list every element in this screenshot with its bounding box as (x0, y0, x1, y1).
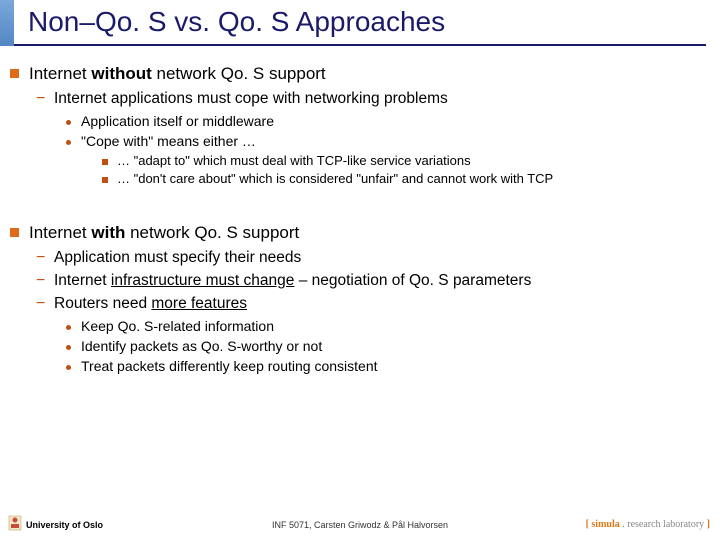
dot-bullet-icon (66, 325, 71, 330)
bullet-l4: … "adapt to" which must deal with TCP-li… (102, 153, 710, 168)
l1-text: Internet without network Qo. S support (29, 64, 326, 84)
l2-text: Internet infrastructure must change – ne… (54, 272, 531, 290)
l2-text: Internet applications must cope with net… (54, 90, 448, 108)
spacer (10, 189, 710, 217)
text: Internet (54, 272, 111, 289)
simula-text: simula (591, 519, 619, 530)
bullet-l4: … "don't care about" which is considered… (102, 171, 710, 186)
square-bullet-icon (10, 228, 19, 237)
dash-bullet-icon: − (36, 272, 50, 290)
slide-title: Non–Qo. S vs. Qo. S Approaches (28, 6, 445, 38)
bracket: ] (707, 519, 710, 530)
footer-right: [ simula . research laboratory ] (586, 519, 710, 530)
dot-bullet-icon (66, 120, 71, 125)
bullet-l2: − Internet applications must cope with n… (36, 90, 710, 108)
l3-text: Application itself or middleware (81, 113, 274, 129)
lab-text: . research laboratory (620, 519, 707, 530)
text-underline: infrastructure must change (111, 272, 295, 289)
bullet-l1: Internet without network Qo. S support (10, 64, 710, 84)
text: Routers need (54, 295, 151, 312)
square-small-bullet-icon (102, 159, 108, 165)
dot-bullet-icon (66, 365, 71, 370)
bullet-l2: − Routers need more features (36, 295, 710, 313)
bullet-l2: − Application must specify their needs (36, 249, 710, 267)
dot-bullet-icon (66, 140, 71, 145)
bullet-l1: Internet with network Qo. S support (10, 223, 710, 243)
l4-text: … "don't care about" which is considered… (117, 171, 553, 186)
l2-text: Application must specify their needs (54, 249, 301, 267)
title-accent-bar (0, 0, 14, 46)
footer: University of Oslo INF 5071, Carsten Gri… (0, 514, 720, 534)
bullet-l3: Treat packets differently keep routing c… (66, 358, 710, 374)
bullet-l2: − Internet infrastructure must change – … (36, 272, 710, 290)
bullet-l3: "Cope with" means either … (66, 133, 710, 149)
l4-text: … "adapt to" which must deal with TCP-li… (117, 153, 471, 168)
dash-bullet-icon: − (36, 295, 50, 313)
l3-text: Keep Qo. S-related information (81, 318, 274, 334)
text-underline: more features (151, 295, 247, 312)
dot-bullet-icon (66, 345, 71, 350)
text: – negotiation of Qo. S parameters (294, 272, 531, 289)
text: Internet (29, 223, 91, 242)
text: Internet (29, 64, 91, 83)
l3-text: "Cope with" means either … (81, 133, 256, 149)
text-bold: with (91, 223, 125, 242)
bullet-l3: Keep Qo. S-related information (66, 318, 710, 334)
l2-text: Routers need more features (54, 295, 247, 313)
bullet-l3: Application itself or middleware (66, 113, 710, 129)
l1-text: Internet with network Qo. S support (29, 223, 299, 243)
text-bold: without (91, 64, 151, 83)
slide-body: Internet without network Qo. S support −… (10, 58, 710, 378)
square-bullet-icon (10, 69, 19, 78)
dash-bullet-icon: − (36, 249, 50, 267)
square-small-bullet-icon (102, 177, 108, 183)
title-underline (14, 44, 706, 46)
text: network Qo. S support (152, 64, 326, 83)
l3-text: Identify packets as Qo. S-worthy or not (81, 338, 322, 354)
text: network Qo. S support (125, 223, 299, 242)
l3-text: Treat packets differently keep routing c… (81, 358, 378, 374)
bullet-l3: Identify packets as Qo. S-worthy or not (66, 338, 710, 354)
dash-bullet-icon: − (36, 90, 50, 108)
